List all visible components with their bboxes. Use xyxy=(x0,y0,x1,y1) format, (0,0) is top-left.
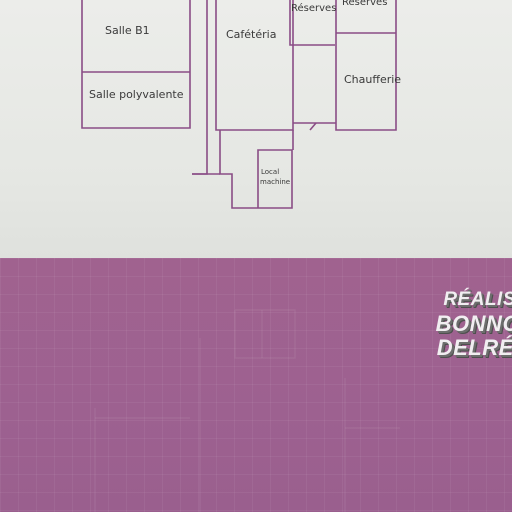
room-label-salle-b1: Salle B1 xyxy=(105,24,150,37)
room-label-reserves-2: Réserves xyxy=(342,0,388,8)
credits-band: RÉALIS BONNOT DELRÉE C xyxy=(0,258,512,512)
credit-line-2: BONNOT xyxy=(435,311,512,336)
room-label-chaufferie: Chaufferie xyxy=(344,73,402,86)
room-label-cafeteria: Cafétéria xyxy=(226,28,277,41)
room-label-reserves-1: Réserves xyxy=(291,3,337,14)
credits-text: RÉALIS BONNOT DELRÉE C xyxy=(436,288,512,360)
background-grid xyxy=(0,258,512,512)
credit-line-1: RÉALIS xyxy=(443,289,512,310)
room-label-local-machine-line-1: Local xyxy=(261,168,280,176)
credit-line-3: DELRÉE C xyxy=(436,335,512,360)
floor-plan-walls xyxy=(81,0,397,209)
floor-plan-paper: Salle B1 Salle polyvalente Cafétéria Rés… xyxy=(0,0,512,258)
room-label-salle-polyvalente: Salle polyvalente xyxy=(89,88,184,101)
faded-floor-plan xyxy=(94,309,400,512)
room-label-local-machine-line-2: machine xyxy=(260,178,291,186)
